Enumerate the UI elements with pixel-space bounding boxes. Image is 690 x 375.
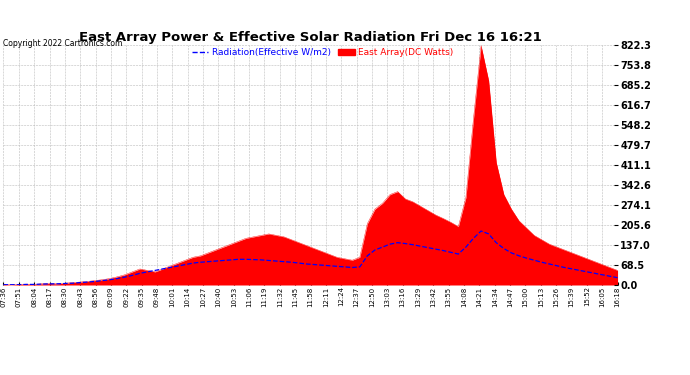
Text: Copyright 2022 Cartronics.com: Copyright 2022 Cartronics.com: [3, 39, 123, 48]
Title: East Array Power & Effective Solar Radiation Fri Dec 16 16:21: East Array Power & Effective Solar Radia…: [79, 31, 542, 44]
Legend: Radiation(Effective W/m2), East Array(DC Watts): Radiation(Effective W/m2), East Array(DC…: [188, 45, 457, 61]
